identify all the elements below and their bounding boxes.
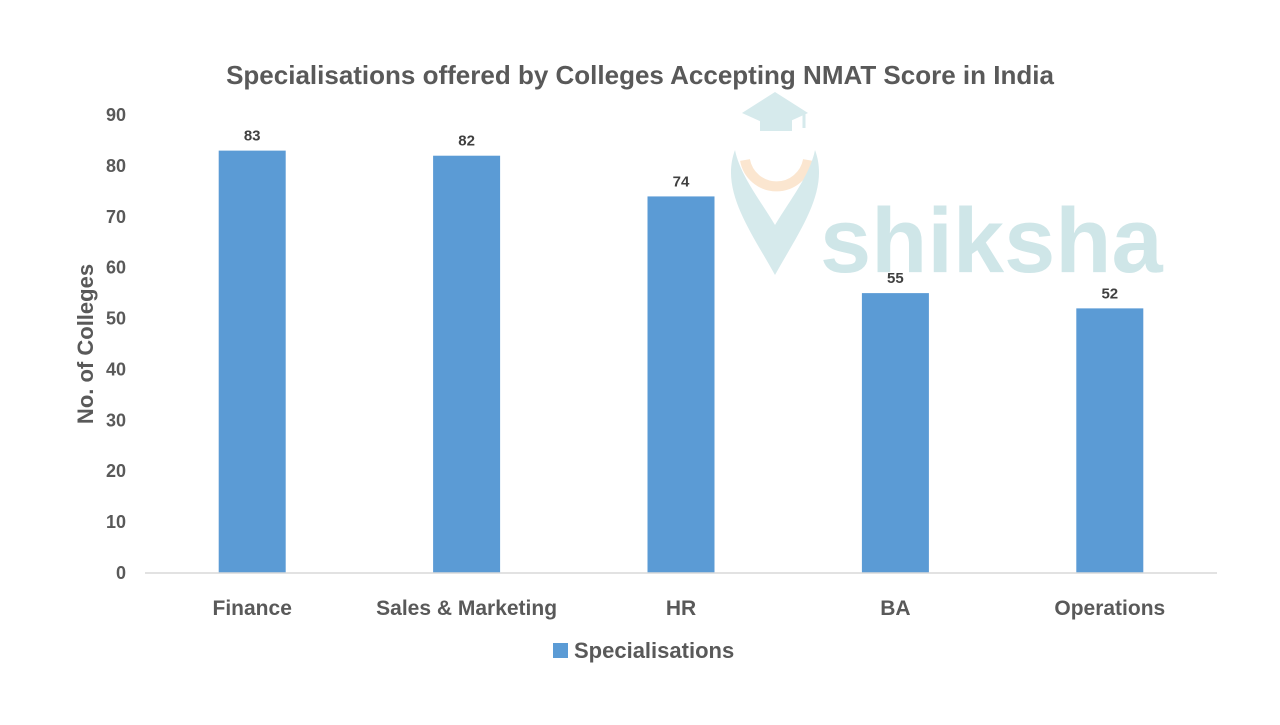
y-tick-label: 40 <box>106 359 126 379</box>
data-label: 74 <box>673 173 690 190</box>
y-tick-label: 20 <box>106 461 126 481</box>
legend-swatch <box>553 643 568 658</box>
bar-series <box>218 150 1144 573</box>
x-tick-label: BA <box>880 597 910 620</box>
y-axis-label: No. of Colleges <box>73 264 98 424</box>
bar <box>1076 308 1144 573</box>
bar <box>861 293 929 573</box>
data-label: 52 <box>1101 285 1118 302</box>
y-tick-label: 70 <box>106 207 126 227</box>
chart-title: Specialisations offered by Colleges Acce… <box>226 60 1054 90</box>
x-tick-label: HR <box>666 597 696 620</box>
bar <box>433 155 501 573</box>
watermark-text: shiksha <box>820 190 1163 292</box>
x-tick-label: Operations <box>1054 597 1165 620</box>
y-tick-label: 10 <box>106 512 126 532</box>
y-axis: 0 10 20 30 40 50 60 70 80 90 <box>106 105 126 583</box>
data-label: 82 <box>458 133 475 150</box>
y-tick-label: 30 <box>106 410 126 430</box>
bar <box>218 150 286 573</box>
y-tick-label: 80 <box>106 156 126 176</box>
x-tick-label: Finance <box>213 597 292 620</box>
y-tick-label: 50 <box>106 309 126 329</box>
data-labels: 83 82 74 55 52 <box>244 128 1118 303</box>
bar <box>647 196 715 573</box>
y-tick-label: 0 <box>116 563 126 583</box>
legend: Specialisations <box>553 638 734 663</box>
x-axis: Finance Sales & Marketing HR BA Operations <box>213 597 1166 620</box>
data-label: 83 <box>244 128 261 145</box>
x-tick-label: Sales & Marketing <box>376 597 557 620</box>
legend-label: Specialisations <box>574 638 734 663</box>
graduation-cap-logo-icon <box>730 92 820 275</box>
watermark-logo: shiksha <box>730 92 1163 292</box>
y-tick-label: 60 <box>106 258 126 278</box>
data-label: 55 <box>887 270 904 287</box>
y-tick-label: 90 <box>106 105 126 125</box>
